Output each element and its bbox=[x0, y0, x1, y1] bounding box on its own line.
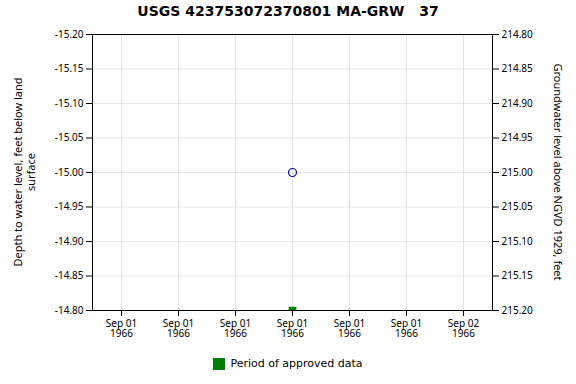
svg-text:215.20: 215.20 bbox=[502, 303, 534, 317]
svg-text:Sep 021966: Sep 021966 bbox=[448, 316, 480, 340]
svg-text:Groundwater level above NGVD 1: Groundwater level above NGVD 1929, feet bbox=[551, 63, 566, 280]
html-text:Period of approved data: Period of approved data bbox=[230, 356, 363, 370]
svg-text:214.80: 214.80 bbox=[502, 27, 534, 41]
svg-text:-14.90: -14.90 bbox=[55, 234, 84, 248]
svg-text:-15.20: -15.20 bbox=[55, 27, 84, 41]
svg-text:Sep 011966: Sep 011966 bbox=[106, 316, 137, 340]
svg-text:214.90: 214.90 bbox=[502, 96, 534, 110]
svg-text:-15.15: -15.15 bbox=[55, 61, 84, 75]
svg-text:Sep 011966: Sep 011966 bbox=[391, 316, 422, 340]
svg-text:-14.85: -14.85 bbox=[55, 268, 84, 282]
svg-text:214.95: 214.95 bbox=[502, 130, 534, 144]
svg-text:-15.00: -15.00 bbox=[55, 165, 84, 179]
svg-text:215.10: 215.10 bbox=[502, 234, 534, 248]
svg-text:-15.10: -15.10 bbox=[55, 96, 84, 110]
svg-text:215.00: 215.00 bbox=[502, 165, 534, 179]
svg-text:214.85: 214.85 bbox=[502, 61, 534, 75]
svg-text:-14.80: -14.80 bbox=[55, 303, 84, 317]
svg-text:Sep 011966: Sep 011966 bbox=[334, 316, 365, 340]
svg-text:-15.05: -15.05 bbox=[55, 130, 84, 144]
svg-text:215.15: 215.15 bbox=[502, 268, 534, 282]
svg-text:Depth to water level, feet bel: Depth to water level, feet below landsur… bbox=[10, 77, 38, 266]
svg-text:Sep 011966: Sep 011966 bbox=[163, 316, 194, 340]
html-text:USGS 423753072370801 MA-GRW 37: USGS 423753072370801 MA-GRW 37 bbox=[137, 3, 439, 19]
svg-text:215.05: 215.05 bbox=[502, 199, 534, 213]
svg-text:Sep 011966: Sep 011966 bbox=[277, 316, 308, 340]
svg-text:-14.95: -14.95 bbox=[55, 199, 84, 213]
svg-text:Sep 011966: Sep 011966 bbox=[220, 316, 251, 340]
